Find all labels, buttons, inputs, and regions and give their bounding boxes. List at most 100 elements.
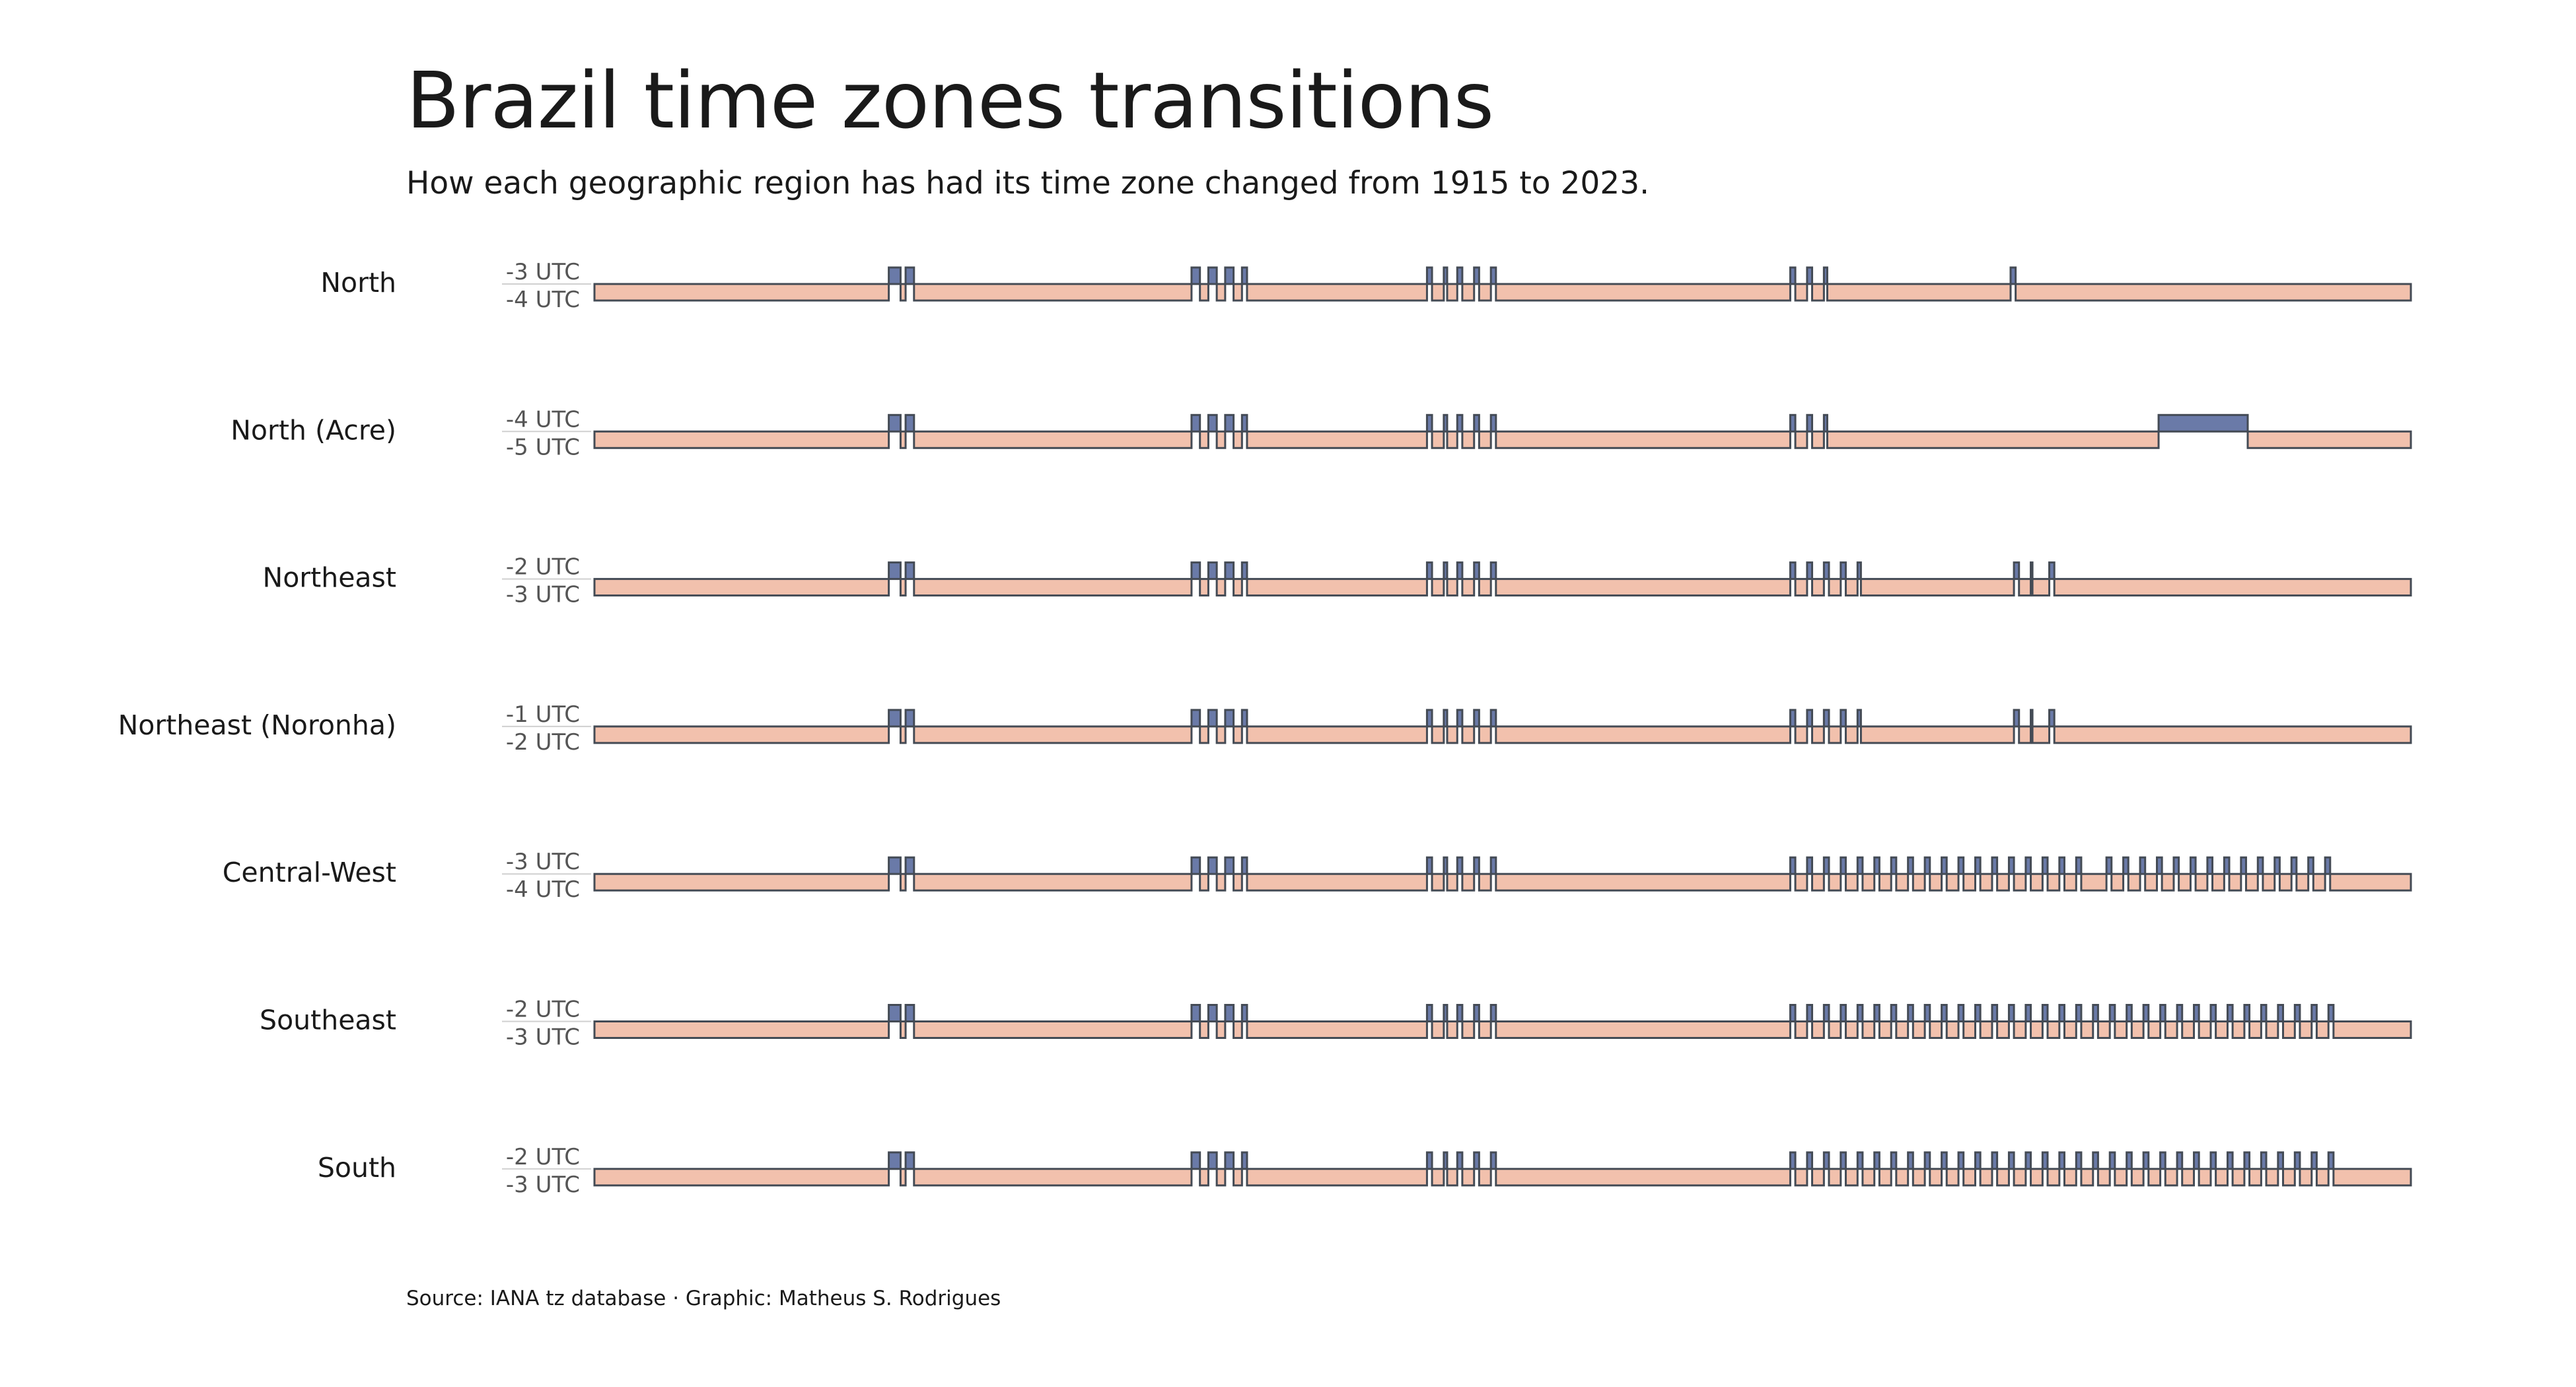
standard-time-segment xyxy=(1811,578,1825,597)
summer-time-segment xyxy=(1190,1151,1201,1170)
standard-time-segment xyxy=(2013,872,2027,892)
standard-time-segment xyxy=(1478,430,1492,449)
summer-time-segment xyxy=(2007,856,2015,875)
summer-time-segment xyxy=(2058,1151,2065,1170)
summer-time-segment xyxy=(1190,856,1201,875)
summer-time-segment xyxy=(2108,1151,2116,1170)
summer-time-segment xyxy=(1822,709,1830,728)
tz-high-label: -3 UTC xyxy=(506,849,580,875)
standard-time-segment xyxy=(1811,1168,1825,1187)
summer-time-segment xyxy=(1822,1004,1830,1022)
standard-time-segment xyxy=(899,578,907,597)
summer-time-segment xyxy=(1240,1151,1248,1170)
summer-time-segment xyxy=(1856,709,1862,728)
standard-time-segment xyxy=(1431,1020,1445,1039)
standard-time-segment xyxy=(1461,1020,1476,1039)
standard-time-segment xyxy=(2053,725,2412,744)
standard-time-segment xyxy=(2332,1168,2412,1187)
summer-time-segment xyxy=(2273,856,2281,875)
tz-high-label: -3 UTC xyxy=(506,259,580,285)
summer-time-segment xyxy=(2007,1004,2015,1022)
summer-time-segment xyxy=(1425,413,1433,433)
standard-time-segment xyxy=(1478,872,1492,892)
standard-time-segment xyxy=(1215,283,1227,302)
summer-time-segment xyxy=(1789,1151,1797,1170)
standard-time-segment xyxy=(2329,872,2412,892)
tz-high-label: -2 UTC xyxy=(506,554,580,581)
summer-time-segment xyxy=(1806,856,1814,875)
summer-time-segment xyxy=(2041,1151,2049,1170)
summer-time-segment xyxy=(1425,1151,1433,1170)
standard-time-segment xyxy=(2281,1168,2296,1187)
standard-time-segment xyxy=(1215,725,1227,744)
summer-time-segment xyxy=(1806,1151,1814,1170)
standard-time-segment xyxy=(2315,1020,2330,1039)
summer-time-segment xyxy=(2156,856,2163,875)
summer-time-segment xyxy=(1207,1151,1218,1170)
summer-time-segment xyxy=(1207,709,1218,728)
source-note: Source: IANA tz database · Graphic: Math… xyxy=(406,1287,1001,1310)
summer-time-segment xyxy=(1190,266,1201,285)
standard-time-segment xyxy=(913,725,1193,744)
standard-time-segment xyxy=(1233,430,1243,449)
standard-time-segment xyxy=(1233,1020,1243,1039)
summer-time-segment xyxy=(2024,1004,2032,1022)
standard-time-segment xyxy=(2161,872,2175,892)
summer-time-segment xyxy=(2058,856,2065,875)
standard-time-segment xyxy=(2231,1168,2246,1187)
summer-time-segment xyxy=(1473,1004,1480,1022)
standard-time-segment xyxy=(2096,1168,2111,1187)
summer-time-segment xyxy=(888,856,902,875)
standard-time-segment xyxy=(2332,1020,2412,1039)
summer-time-segment xyxy=(1822,413,1828,433)
standard-time-segment xyxy=(2063,1020,2077,1039)
summer-time-segment xyxy=(904,1151,915,1170)
summer-time-segment xyxy=(2327,1151,2335,1170)
summer-time-segment xyxy=(1240,413,1248,433)
summer-time-segment xyxy=(1190,709,1201,728)
summer-time-segment xyxy=(2048,561,2056,581)
summer-time-segment xyxy=(1425,561,1433,581)
standard-time-segment xyxy=(1246,1168,1428,1187)
summer-time-segment xyxy=(1443,266,1449,285)
summer-time-segment xyxy=(1473,413,1480,433)
summer-time-segment xyxy=(1890,1004,1898,1022)
summer-time-segment xyxy=(2092,1151,2099,1170)
summer-time-segment xyxy=(2142,1151,2150,1170)
standard-time-segment xyxy=(899,283,907,302)
summer-time-segment xyxy=(2256,856,2264,875)
summer-time-segment xyxy=(888,413,902,433)
summer-time-segment xyxy=(1224,1151,1235,1170)
standard-time-segment xyxy=(1811,283,1825,302)
summer-time-segment xyxy=(1806,266,1814,285)
standard-time-segment xyxy=(899,725,907,744)
summer-time-segment xyxy=(2293,1004,2301,1022)
standard-time-segment xyxy=(1478,1168,1492,1187)
standard-time-segment xyxy=(2130,1020,2145,1039)
standard-time-segment xyxy=(2063,1168,2077,1187)
standard-time-segment xyxy=(1478,1020,1492,1039)
summer-time-segment xyxy=(1443,1004,1449,1022)
summer-time-segment xyxy=(2226,1151,2234,1170)
standard-time-segment xyxy=(2030,1168,2044,1187)
standard-time-segment xyxy=(2114,1168,2128,1187)
standard-time-segment xyxy=(1446,725,1458,744)
summer-time-segment xyxy=(1425,266,1433,285)
standard-time-segment xyxy=(1962,1020,1977,1039)
standard-time-segment xyxy=(2046,1168,2061,1187)
summer-time-segment xyxy=(1907,1004,1914,1022)
region-label: North xyxy=(320,267,396,299)
tz-high-label: -2 UTC xyxy=(506,997,580,1023)
standard-time-segment xyxy=(1461,430,1476,449)
standard-time-segment xyxy=(1794,430,1808,449)
standard-time-segment xyxy=(2144,872,2159,892)
standard-time-segment xyxy=(2299,1020,2313,1039)
summer-time-segment xyxy=(1425,856,1433,875)
summer-time-segment xyxy=(2024,856,2032,875)
standard-time-segment xyxy=(593,872,890,892)
summer-time-segment xyxy=(1806,413,1814,433)
standard-time-segment xyxy=(1979,1020,1993,1039)
summer-time-segment xyxy=(1456,856,1464,875)
standard-time-segment xyxy=(2046,872,2061,892)
